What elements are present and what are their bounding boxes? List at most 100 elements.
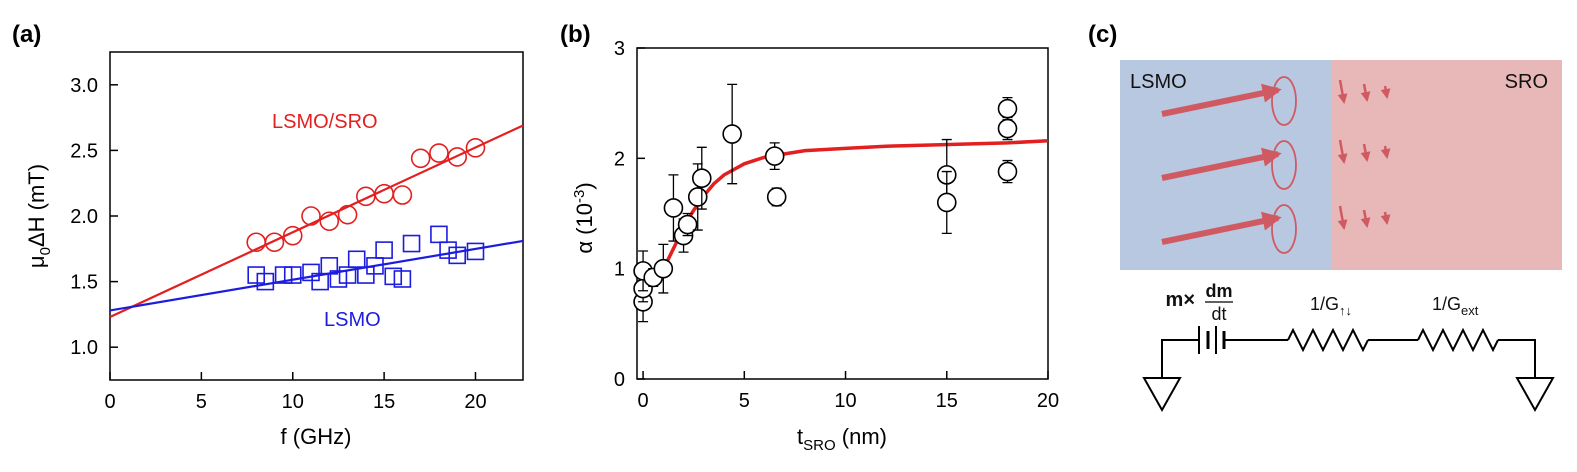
panel-a-frame (109, 51, 524, 381)
panel-b-ylabel: α (10-3) (571, 182, 597, 253)
data-point-lsmo (283, 266, 302, 284)
magnetization-arrow (1161, 147, 1282, 181)
panel-b-xlabel: tSRO (nm) (797, 424, 887, 454)
magnetization-arrow (1161, 211, 1282, 245)
panel-b: (b) 0 5 10 15 20 0 1 2 3 tSRO (nm) α (10-3) (560, 21, 1059, 454)
source-label: m× dm dt (1166, 281, 1233, 324)
data-point (722, 124, 742, 144)
data-point-lsmo (439, 241, 457, 259)
data-point-lsmo (302, 263, 320, 282)
y-tick-label: 2.5 (70, 140, 98, 162)
data-point-lsmo (247, 266, 265, 284)
data-point-lsmo-sro (447, 147, 468, 167)
data-point-lsmo (466, 242, 485, 261)
wire-right (1498, 339, 1536, 378)
wire-left (1161, 339, 1199, 378)
x-tick-label: 15 (373, 391, 395, 413)
magnetization-arrows (1161, 76, 1297, 254)
panel-b-tick-labels: 0 5 10 15 20 0 1 2 3 (614, 38, 1059, 412)
spin-arrow (1360, 209, 1371, 228)
panel-a-tick-labels: 0 5 10 15 20 1.0 1.5 2.0 2.5 3.0 (70, 75, 486, 413)
data-point (997, 98, 1018, 119)
y-tick-label: 3 (614, 38, 625, 60)
spin-arrow (1360, 83, 1371, 102)
y-tick-label: 3.0 (70, 75, 98, 97)
x-tick-label: 0 (638, 390, 649, 412)
panel-b-frame (636, 47, 1049, 380)
data-point-lsmo-sro (337, 204, 358, 225)
data-point (997, 161, 1018, 182)
lsmo-layer-label: LSMO (1130, 71, 1187, 93)
panel-a-points (246, 137, 486, 291)
data-point (691, 168, 712, 188)
panel-b-points (633, 83, 1018, 323)
y-tick-label: 2.0 (70, 206, 98, 228)
ground-left (1142, 377, 1182, 413)
spin-arrow (1360, 143, 1371, 162)
data-point-lsmo (430, 225, 448, 244)
x-tick-label: 15 (936, 390, 958, 412)
x-tick-label: 20 (1037, 390, 1059, 412)
precession-ellipse (1271, 140, 1297, 190)
spin-current-arrows (1337, 79, 1391, 230)
data-point-lsmo-sro (264, 232, 285, 253)
data-point-lsmo (357, 266, 375, 284)
data-point-lsmo (384, 267, 403, 286)
panel-a-ylabel: μ0ΔH (mT) (24, 164, 54, 268)
precession-ellipse (1271, 76, 1297, 126)
data-point (653, 258, 674, 279)
data-point-lsmo-sro (301, 206, 321, 226)
data-point-lsmo (375, 241, 393, 259)
data-point-lsmo-sro (465, 137, 486, 158)
data-point-lsmo (320, 257, 339, 275)
spin-arrow (1337, 79, 1348, 104)
data-point (766, 187, 787, 207)
data-point-lsmo (256, 272, 275, 291)
data-point-lsmo (402, 234, 421, 253)
data-point-lsmo (366, 257, 384, 275)
panel-b-model-curve (643, 138, 1049, 279)
ground-right (1515, 377, 1555, 413)
data-point (936, 192, 957, 213)
spin-arrow (1380, 145, 1391, 159)
data-point-lsmo-sro (410, 148, 431, 169)
data-point (677, 214, 698, 235)
panel-b-ticks (637, 47, 1049, 380)
data-point-lsmo (329, 270, 348, 288)
x-tick-label: 10 (834, 390, 856, 412)
x-tick-label: 20 (464, 391, 486, 413)
resistor-g-updown (1287, 327, 1369, 353)
panel-a-label: (a) (12, 21, 41, 48)
data-point (764, 146, 785, 166)
magnetization-arrow (1161, 83, 1282, 117)
x-tick-label: 0 (104, 391, 115, 413)
annotation-lsmo: LSMO (324, 309, 381, 331)
source-label-denominator: dt (1211, 304, 1226, 324)
data-point-lsmo-sro (429, 143, 449, 163)
data-point-lsmo (274, 266, 293, 284)
model-curve (643, 138, 1049, 279)
sro-layer-label: SRO (1505, 71, 1548, 93)
source-label-prefix: m× (1166, 289, 1195, 311)
data-point-lsmo (448, 246, 467, 265)
x-tick-label: 5 (739, 390, 750, 412)
y-tick-label: 0 (614, 369, 625, 391)
y-tick-label: 1 (614, 259, 625, 281)
x-tick-label: 5 (196, 391, 207, 413)
annotation-lsmo-sro: LSMO/SRO (272, 111, 378, 133)
spin-arrow (1380, 211, 1391, 225)
data-point-lsmo-sro (392, 185, 413, 205)
data-point-lsmo (338, 266, 357, 284)
panel-a: (a) 0 5 10 15 20 1.0 1.5 2.0 2.5 3.0 f (GHz) μ0ΔH… (12, 21, 524, 449)
spin-arrow (1337, 205, 1348, 230)
source-label-numerator: dm (1206, 281, 1233, 301)
resistor-2-label: 1/Gext (1432, 294, 1479, 318)
fit-line-lsmo (109, 239, 524, 312)
x-tick-label: 10 (282, 391, 304, 413)
panel-a-xlabel: f (GHz) (281, 424, 352, 449)
spin-arrow (1337, 139, 1348, 164)
y-tick-label: 1.5 (70, 272, 98, 294)
panel-c: (c) LSMO SRO (1088, 21, 1562, 413)
data-point-lsmo-sro (319, 211, 340, 232)
